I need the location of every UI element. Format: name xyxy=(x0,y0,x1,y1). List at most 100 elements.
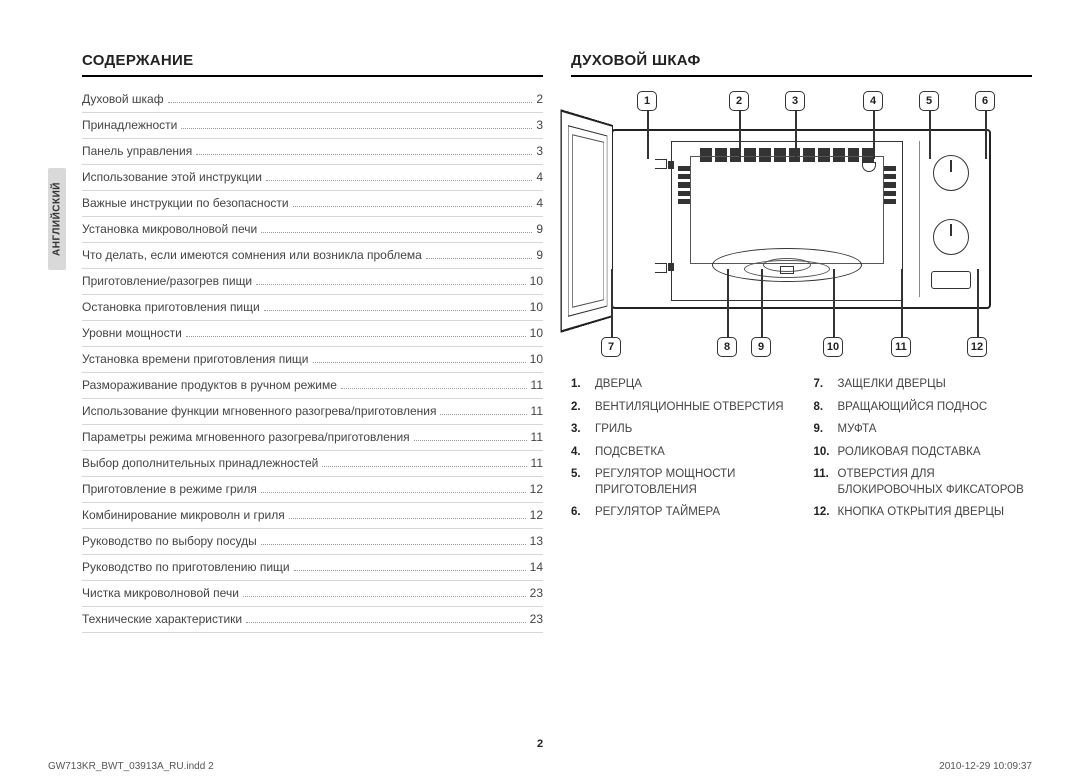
toc-row: Чистка микроволновой печи 23 xyxy=(82,581,543,607)
callout-bubble: 3 xyxy=(785,91,805,111)
legend-number: 2. xyxy=(571,400,589,416)
toc-label: Панель управления xyxy=(82,144,192,158)
toc-leader-dots xyxy=(246,622,526,623)
power-knob-icon xyxy=(933,155,969,191)
toc-page: 14 xyxy=(530,560,543,574)
manual-page: АНГЛИЙСКИЙ СОДЕРЖАНИЕ Духовой шкаф2Прина… xyxy=(0,0,1080,782)
toc-page: 10 xyxy=(530,274,543,288)
door-latch-icon xyxy=(655,159,667,169)
toc-leader-dots xyxy=(440,414,526,415)
leader-line xyxy=(929,111,931,159)
toc-label: Руководство по приготовлению пищи xyxy=(82,560,290,574)
legend-text: РОЛИКОВАЯ ПОДСТАВКА xyxy=(838,445,981,461)
toc-page: 11 xyxy=(531,404,543,418)
microwave-door xyxy=(561,109,613,333)
legend-text: ВЕНТИЛЯЦИОННЫЕ ОТВЕРСТИЯ xyxy=(595,400,784,416)
parts-legend: 1.ДВЕРЦА 2. ВЕНТИЛЯЦИОННЫЕ ОТВЕРСТИЯ 3. ГРИЛ… xyxy=(571,377,1032,528)
toc-row: Приготовление/разогрев пищи 10 xyxy=(82,269,543,295)
toc-page: 11 xyxy=(531,456,543,470)
door-latch-icon xyxy=(655,263,667,273)
legend-text: РЕГУЛЯТОР ТАЙМЕРА xyxy=(595,505,720,521)
toc-label: Технические характеристики xyxy=(82,612,242,626)
toc-page: 10 xyxy=(530,300,543,314)
leader-line xyxy=(873,111,875,159)
legend-number: 6. xyxy=(571,505,589,521)
leader-line xyxy=(647,111,649,159)
toc-leader-dots xyxy=(261,232,532,233)
legend-item: 9.МУФТА xyxy=(814,422,1033,438)
legend-text: ГРИЛЬ xyxy=(595,422,632,438)
toc-row: Приготовление в режиме гриля12 xyxy=(82,477,543,503)
leader-line xyxy=(611,269,613,337)
toc-label: Приготовление/разогрев пищи xyxy=(82,274,252,288)
leader-line xyxy=(901,269,903,337)
callout-bubble: 8 xyxy=(717,337,737,357)
toc-page: 9 xyxy=(536,248,543,262)
toc-row: Технические характеристики 23 xyxy=(82,607,543,633)
toc-page: 10 xyxy=(530,326,543,340)
legend-text: КНОПКА ОТКРЫТИЯ ДВЕРЦЫ xyxy=(838,505,1005,521)
toc-row: Руководство по выбору посуды 13 xyxy=(82,529,543,555)
toc-row: Уровни мощности10 xyxy=(82,321,543,347)
toc-leader-dots xyxy=(181,128,532,129)
toc-leader-dots xyxy=(261,544,526,545)
toc-label: Параметры режима мгновенного разогрева/п… xyxy=(82,430,410,444)
callout-bubble: 5 xyxy=(919,91,939,111)
toc-leader-dots xyxy=(294,570,526,571)
toc-row: Параметры режима мгновенного разогрева/п… xyxy=(82,425,543,451)
toc-label: Чистка микроволновой печи xyxy=(82,586,239,600)
legend-item: 8.ВРАЩАЮЩИЙСЯ ПОДНОС xyxy=(814,400,1033,416)
toc-leader-dots xyxy=(414,440,527,441)
toc-page: 12 xyxy=(530,482,543,496)
toc-leader-dots xyxy=(196,154,532,155)
callout-bubble: 12 xyxy=(967,337,987,357)
toc-page: 23 xyxy=(530,612,543,626)
toc-page: 4 xyxy=(536,196,543,210)
toc-leader-dots xyxy=(266,180,532,181)
leader-line xyxy=(739,111,741,159)
toc-leader-dots xyxy=(186,336,526,337)
legend-number: 5. xyxy=(571,467,589,498)
legend-left-column: 1.ДВЕРЦА 2. ВЕНТИЛЯЦИОННЫЕ ОТВЕРСТИЯ 3. ГРИЛ… xyxy=(571,377,790,528)
leader-line xyxy=(833,269,835,337)
toc-page: 11 xyxy=(531,430,543,444)
legend-number: 3. xyxy=(571,422,589,438)
toc-page: 3 xyxy=(536,118,543,132)
two-column-layout: СОДЕРЖАНИЕ Духовой шкаф2Принадлежности3П… xyxy=(60,52,1032,633)
contents-heading: СОДЕРЖАНИЕ xyxy=(82,52,543,77)
legend-item: 6. РЕГУЛЯТОР ТАЙМЕРА xyxy=(571,505,790,521)
control-panel xyxy=(919,141,981,297)
toc-row: Использование функции мгновенного разогр… xyxy=(82,399,543,425)
toc-leader-dots xyxy=(322,466,526,467)
toc-page: 10 xyxy=(530,352,543,366)
toc-page: 2 xyxy=(536,92,543,106)
vent-icon xyxy=(884,166,896,204)
door-open-button-icon xyxy=(931,271,971,289)
legend-item: 10.РОЛИКОВАЯ ПОДСТАВКА xyxy=(814,445,1033,461)
oven-heading: ДУХОВОЙ ШКАФ xyxy=(571,52,1032,77)
toc-page: 11 xyxy=(531,378,543,392)
callout-bubble: 10 xyxy=(823,337,843,357)
legend-item: 12.КНОПКА ОТКРЫТИЯ ДВЕРЦЫ xyxy=(814,505,1033,521)
toc-page: 13 xyxy=(530,534,543,548)
toc-row: Панель управления3 xyxy=(82,139,543,165)
toc-page: 23 xyxy=(530,586,543,600)
toc-leader-dots xyxy=(293,206,533,207)
legend-right-column: 7.ЗАЩЕЛКИ ДВЕРЦЫ8.ВРАЩАЮЩИЙСЯ ПОДНОС9.МУ… xyxy=(814,377,1033,528)
print-footer: GW713KR_BWT_03913A_RU.indd 2 2010-12-29 … xyxy=(48,761,1032,772)
legend-item: 2. ВЕНТИЛЯЦИОННЫЕ ОТВЕРСТИЯ xyxy=(571,400,790,416)
legend-item: 1.ДВЕРЦА xyxy=(571,377,790,393)
leader-line xyxy=(761,269,763,337)
toc-label: Руководство по выбору посуды xyxy=(82,534,257,548)
oven-column: ДУХОВОЙ ШКАФ xyxy=(571,52,1032,633)
toc-label: Важные инструкции по безопасности xyxy=(82,196,289,210)
language-tab: АНГЛИЙСКИЙ xyxy=(48,168,66,270)
toc-leader-dots xyxy=(313,362,526,363)
contents-column: СОДЕРЖАНИЕ Духовой шкаф2Принадлежности3П… xyxy=(60,52,543,633)
toc-row: Использование этой инструкции4 xyxy=(82,165,543,191)
callout-bubble: 6 xyxy=(975,91,995,111)
footer-filename: GW713KR_BWT_03913A_RU.indd 2 xyxy=(48,761,214,772)
oven-cavity xyxy=(671,141,903,301)
toc-page: 9 xyxy=(536,222,543,236)
toc-label: Использование функции мгновенного разогр… xyxy=(82,404,436,418)
